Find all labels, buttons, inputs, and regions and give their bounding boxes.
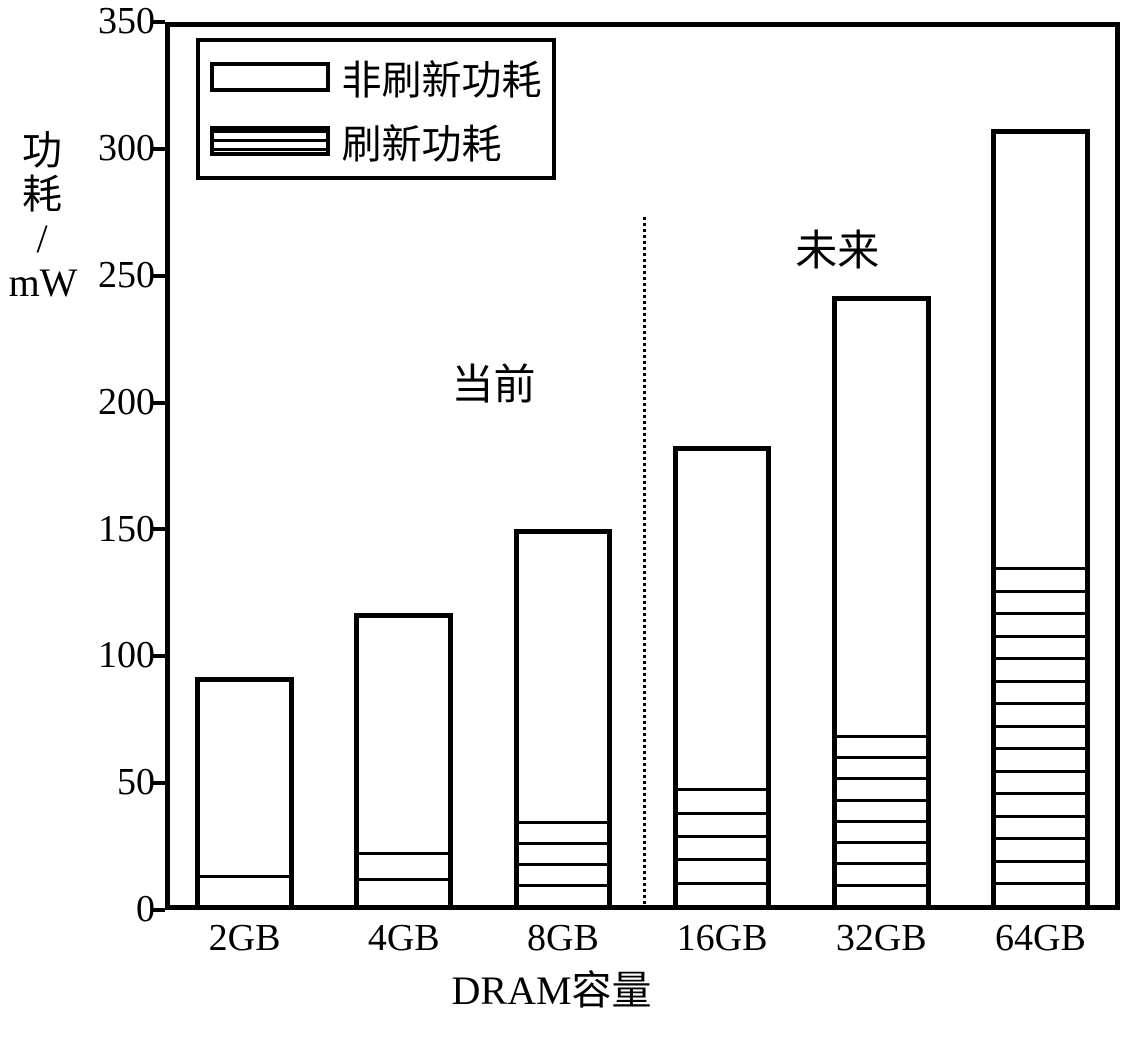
- era-divider: [643, 217, 646, 910]
- bar-segment-refresh: [678, 788, 767, 905]
- y-axis-title: 功耗/mW: [8, 129, 78, 305]
- bar-segment-refresh: [359, 852, 448, 905]
- bar-segment-refresh: [837, 735, 926, 905]
- legend-label: 刷新功耗: [342, 112, 502, 170]
- legend-swatch-solid: [210, 62, 330, 92]
- y-tick-label: 200: [98, 380, 155, 424]
- y-tick-label: 300: [98, 126, 155, 170]
- y-tick-mark: [151, 527, 165, 531]
- y-tick-label: 100: [98, 633, 155, 677]
- legend-item: 刷新功耗: [210, 112, 542, 170]
- y-tick-mark: [151, 781, 165, 785]
- y-tick-mark: [151, 908, 165, 912]
- y-tick-label: 150: [98, 507, 155, 551]
- annotation: 当前: [452, 351, 536, 412]
- bar: [991, 129, 1090, 910]
- x-tick-label: 2GB: [165, 916, 324, 960]
- x-tick-label: 16GB: [643, 916, 802, 960]
- legend-label: 非刷新功耗: [342, 48, 542, 106]
- annotation: 未来: [795, 217, 879, 278]
- x-tick-label: 8GB: [483, 916, 642, 960]
- y-tick-mark: [151, 654, 165, 658]
- y-tick-label: 250: [98, 253, 155, 297]
- x-tick-label: 4GB: [324, 916, 483, 960]
- bar: [673, 446, 772, 910]
- legend: 非刷新功耗刷新功耗: [196, 38, 556, 180]
- y-tick-label: 50: [117, 760, 155, 804]
- y-tick-label: 350: [98, 0, 155, 43]
- bar: [514, 529, 613, 910]
- x-axis-title: DRAM容量: [452, 958, 652, 1016]
- bar: [354, 613, 453, 910]
- bar: [832, 296, 931, 910]
- y-tick-mark: [151, 20, 165, 24]
- x-tick-label: 32GB: [802, 916, 961, 960]
- chart-root: 050100150200250300350功耗/mW2GB4GB8GB16GB3…: [0, 0, 1147, 1054]
- bar-segment-refresh: [996, 568, 1085, 905]
- bar: [195, 677, 294, 910]
- y-tick-mark: [151, 401, 165, 405]
- legend-item: 非刷新功耗: [210, 48, 542, 106]
- bar-segment-refresh: [519, 821, 608, 905]
- legend-swatch-stripes: [210, 126, 330, 156]
- bar-segment-refresh: [200, 875, 289, 905]
- x-tick-label: 64GB: [961, 916, 1120, 960]
- y-tick-mark: [151, 147, 165, 151]
- y-tick-mark: [151, 274, 165, 278]
